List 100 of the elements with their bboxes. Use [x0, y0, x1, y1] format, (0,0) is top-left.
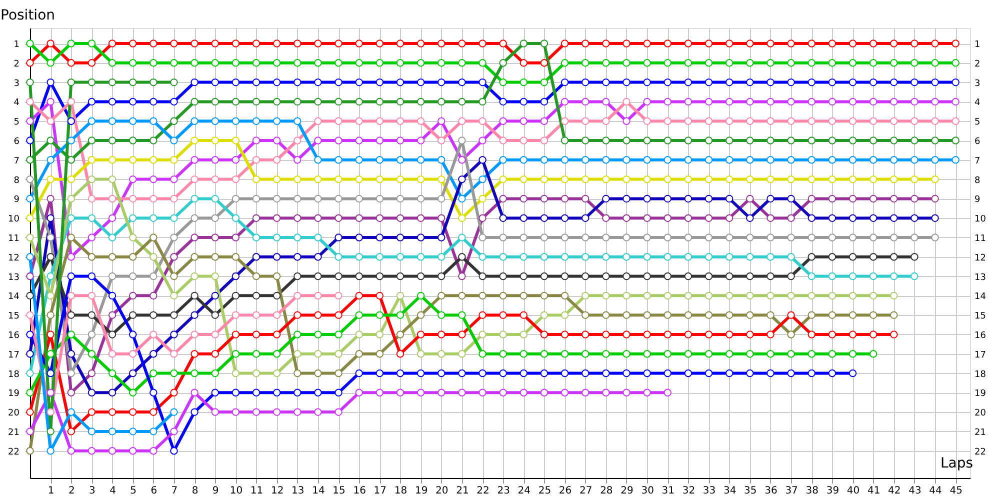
point	[416, 117, 425, 125]
point	[478, 156, 486, 164]
point	[560, 136, 569, 144]
x-tick-label: 30	[641, 486, 654, 496]
point	[26, 175, 34, 184]
point	[46, 194, 54, 203]
point	[211, 369, 219, 378]
point	[931, 117, 939, 125]
point	[458, 59, 466, 67]
point	[684, 311, 692, 319]
point	[211, 253, 219, 261]
point	[355, 117, 363, 125]
point	[232, 214, 240, 222]
point	[294, 194, 302, 203]
point	[869, 272, 878, 280]
point	[582, 330, 590, 338]
point	[334, 156, 342, 164]
point	[150, 388, 158, 397]
point	[150, 175, 158, 184]
point	[560, 78, 569, 86]
point	[520, 350, 528, 358]
point	[766, 214, 774, 222]
point	[848, 311, 857, 319]
point	[232, 175, 240, 184]
point	[746, 78, 754, 86]
point	[766, 40, 774, 48]
y2-tick-label: 18	[974, 370, 986, 380]
point	[438, 350, 446, 358]
point	[478, 98, 486, 106]
point	[746, 175, 754, 184]
x-tick-label: 1	[48, 486, 54, 496]
point	[704, 292, 713, 300]
point	[232, 272, 240, 280]
y2-tick-label: 11	[974, 234, 986, 244]
point	[746, 272, 754, 280]
x-tick-label: 34	[723, 486, 736, 496]
point	[376, 330, 384, 338]
point	[808, 136, 816, 144]
point	[602, 214, 610, 222]
point	[582, 59, 590, 67]
point	[26, 234, 34, 242]
point	[211, 214, 219, 222]
point	[704, 59, 713, 67]
point	[910, 253, 918, 261]
point	[128, 311, 137, 319]
point	[438, 98, 446, 106]
point	[334, 369, 342, 378]
point	[787, 40, 795, 48]
point	[88, 78, 96, 86]
point	[416, 311, 425, 319]
point	[808, 234, 816, 242]
point	[396, 40, 404, 48]
point	[252, 117, 260, 125]
point	[828, 98, 836, 106]
point	[128, 369, 137, 378]
point	[294, 234, 302, 242]
point	[128, 98, 137, 106]
point	[294, 292, 302, 300]
point	[520, 40, 528, 48]
point	[540, 350, 548, 358]
point	[150, 194, 158, 203]
point	[499, 214, 507, 222]
point	[232, 78, 240, 86]
point	[170, 156, 178, 164]
point	[602, 292, 610, 300]
point	[108, 388, 116, 397]
point	[520, 194, 528, 203]
point	[396, 253, 404, 261]
point	[478, 40, 486, 48]
y2-tick-label: 22	[974, 447, 986, 458]
point	[190, 78, 198, 86]
point	[766, 78, 774, 86]
point	[848, 156, 857, 164]
point	[766, 59, 774, 67]
point	[26, 408, 34, 416]
point	[128, 388, 137, 397]
point	[704, 214, 713, 222]
point	[334, 272, 342, 280]
point	[438, 272, 446, 280]
point	[704, 350, 713, 358]
point	[211, 78, 219, 86]
point	[46, 446, 54, 455]
x-tick-label: 27	[579, 486, 592, 496]
y2-tick-label: 21	[974, 428, 986, 438]
point	[478, 272, 486, 280]
point	[170, 350, 178, 358]
point	[108, 78, 116, 86]
point	[869, 98, 878, 106]
point	[334, 214, 342, 222]
point	[910, 117, 918, 125]
point	[808, 78, 816, 86]
point	[828, 156, 836, 164]
point	[520, 214, 528, 222]
point	[787, 59, 795, 67]
point	[232, 311, 240, 319]
point	[46, 78, 54, 86]
point	[26, 40, 34, 48]
point	[560, 388, 569, 397]
point	[499, 350, 507, 358]
point	[150, 98, 158, 106]
